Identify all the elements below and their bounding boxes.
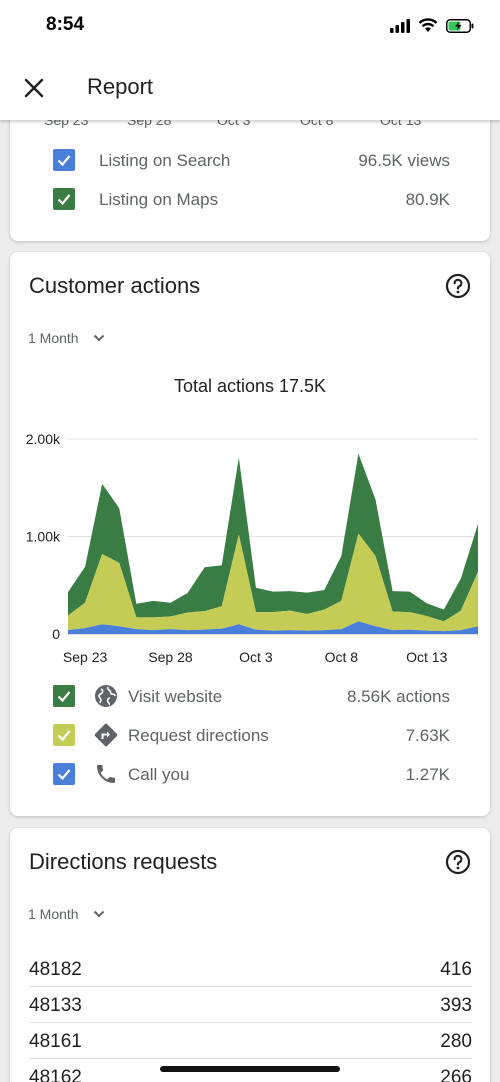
chevron-down-icon (93, 334, 104, 342)
zip-code: 48161 (29, 1031, 82, 1052)
legend-label: Listing on Search (99, 151, 231, 170)
legend-label: Call you (128, 765, 190, 784)
zip-code: 48133 (29, 995, 82, 1016)
legend-row-search: Listing on Search 96.5K views (10, 144, 490, 178)
status-icons (390, 18, 474, 33)
request-count: 393 (440, 995, 472, 1016)
customer-actions-card: Customer actions 1 Month Total actions 1… (10, 252, 490, 816)
legend-value: 96.5K views (358, 151, 450, 170)
check-icon (57, 691, 71, 703)
chevron-down-icon (93, 910, 104, 918)
x-tick-label: Sep 23 (63, 649, 108, 665)
website-checkbox[interactable] (53, 685, 75, 707)
page-title: Report (87, 74, 154, 99)
check-icon (57, 730, 71, 742)
directions-checkbox[interactable] (53, 724, 75, 746)
x-tick-label: Sep 28 (148, 649, 193, 665)
status-time: 8:54 (46, 14, 85, 35)
zip-code: 48182 (29, 959, 82, 980)
call-checkbox[interactable] (53, 763, 75, 785)
range-value: 1 Month (28, 906, 79, 922)
customer-actions-chart: 0 1.00k 2.00k Sep 23 Sep 28 Oct 3 Oct 8 Oct 13 (26, 431, 478, 665)
signal-icon (390, 18, 410, 33)
range-dropdown[interactable]: 1 Month (28, 906, 105, 922)
status-bar: 8:54 (0, 0, 500, 56)
range-dropdown[interactable]: 1 Month (28, 330, 105, 346)
zip-code: 48162 (29, 1067, 82, 1082)
card-title: Directions requests (29, 849, 218, 874)
legend-value: 7.63K (405, 726, 450, 745)
x-tick-label: Oct 3 (239, 649, 273, 665)
check-icon (57, 194, 71, 206)
home-indicator (160, 1066, 340, 1072)
request-count: 266 (440, 1067, 472, 1082)
legend-value: 8.56K actions (346, 687, 450, 706)
request-count: 416 (440, 959, 472, 980)
series-area-call-you (68, 621, 478, 634)
check-icon (57, 769, 71, 781)
maps-checkbox[interactable] (53, 188, 75, 210)
directions-icon (93, 722, 119, 748)
close-button[interactable] (18, 72, 50, 104)
series-area-request-directions (68, 533, 478, 632)
y-tick-label: 1.00k (26, 529, 61, 545)
legend-label: Visit website (128, 687, 223, 706)
app-bar: Report (0, 56, 500, 120)
close-icon (24, 78, 44, 98)
x-tick-label: Oct 13 (406, 649, 447, 665)
legend-label: Listing on Maps (99, 190, 219, 209)
help-icon[interactable] (445, 273, 471, 299)
y-tick-label: 2.00k (26, 431, 61, 447)
x-tick-label: Oct 8 (325, 649, 359, 665)
table-row: 48133 393 (29, 987, 472, 1023)
battery-icon (446, 18, 474, 33)
table-row: 48182 416 (29, 951, 472, 987)
legend-value: 1.27K (405, 765, 450, 784)
help-icon[interactable] (445, 849, 471, 875)
wifi-icon (418, 18, 438, 32)
legend-row-maps: Listing on Maps 80.9K (10, 183, 490, 217)
search-checkbox[interactable] (53, 149, 75, 171)
legend-label: Request directions (128, 726, 269, 745)
legend-row-call: Call you 1.27K (10, 758, 490, 792)
phone-icon (93, 761, 119, 787)
views-card: Sep 23 Sep 28 Oct 3 Oct 8 Oct 13 Listing… (10, 104, 490, 241)
legend-value: 80.9K (405, 190, 450, 209)
table-row: 48162 266 (29, 1059, 472, 1082)
y-tick-label: 0 (52, 626, 60, 642)
globe-icon (93, 683, 119, 709)
check-icon (57, 155, 71, 167)
legend-row-directions: Request directions 7.63K (10, 719, 490, 753)
range-value: 1 Month (28, 330, 79, 346)
legend-row-website: Visit website 8.56K actions (10, 680, 490, 714)
directions-requests-card: Directions requests 1 Month 48182 416 48… (10, 828, 490, 1082)
request-count: 280 (440, 1031, 472, 1052)
total-actions-label: Total actions 17.5K (173, 376, 327, 396)
card-title: Customer actions (29, 273, 201, 298)
table-row: 48161 280 (29, 1023, 472, 1059)
